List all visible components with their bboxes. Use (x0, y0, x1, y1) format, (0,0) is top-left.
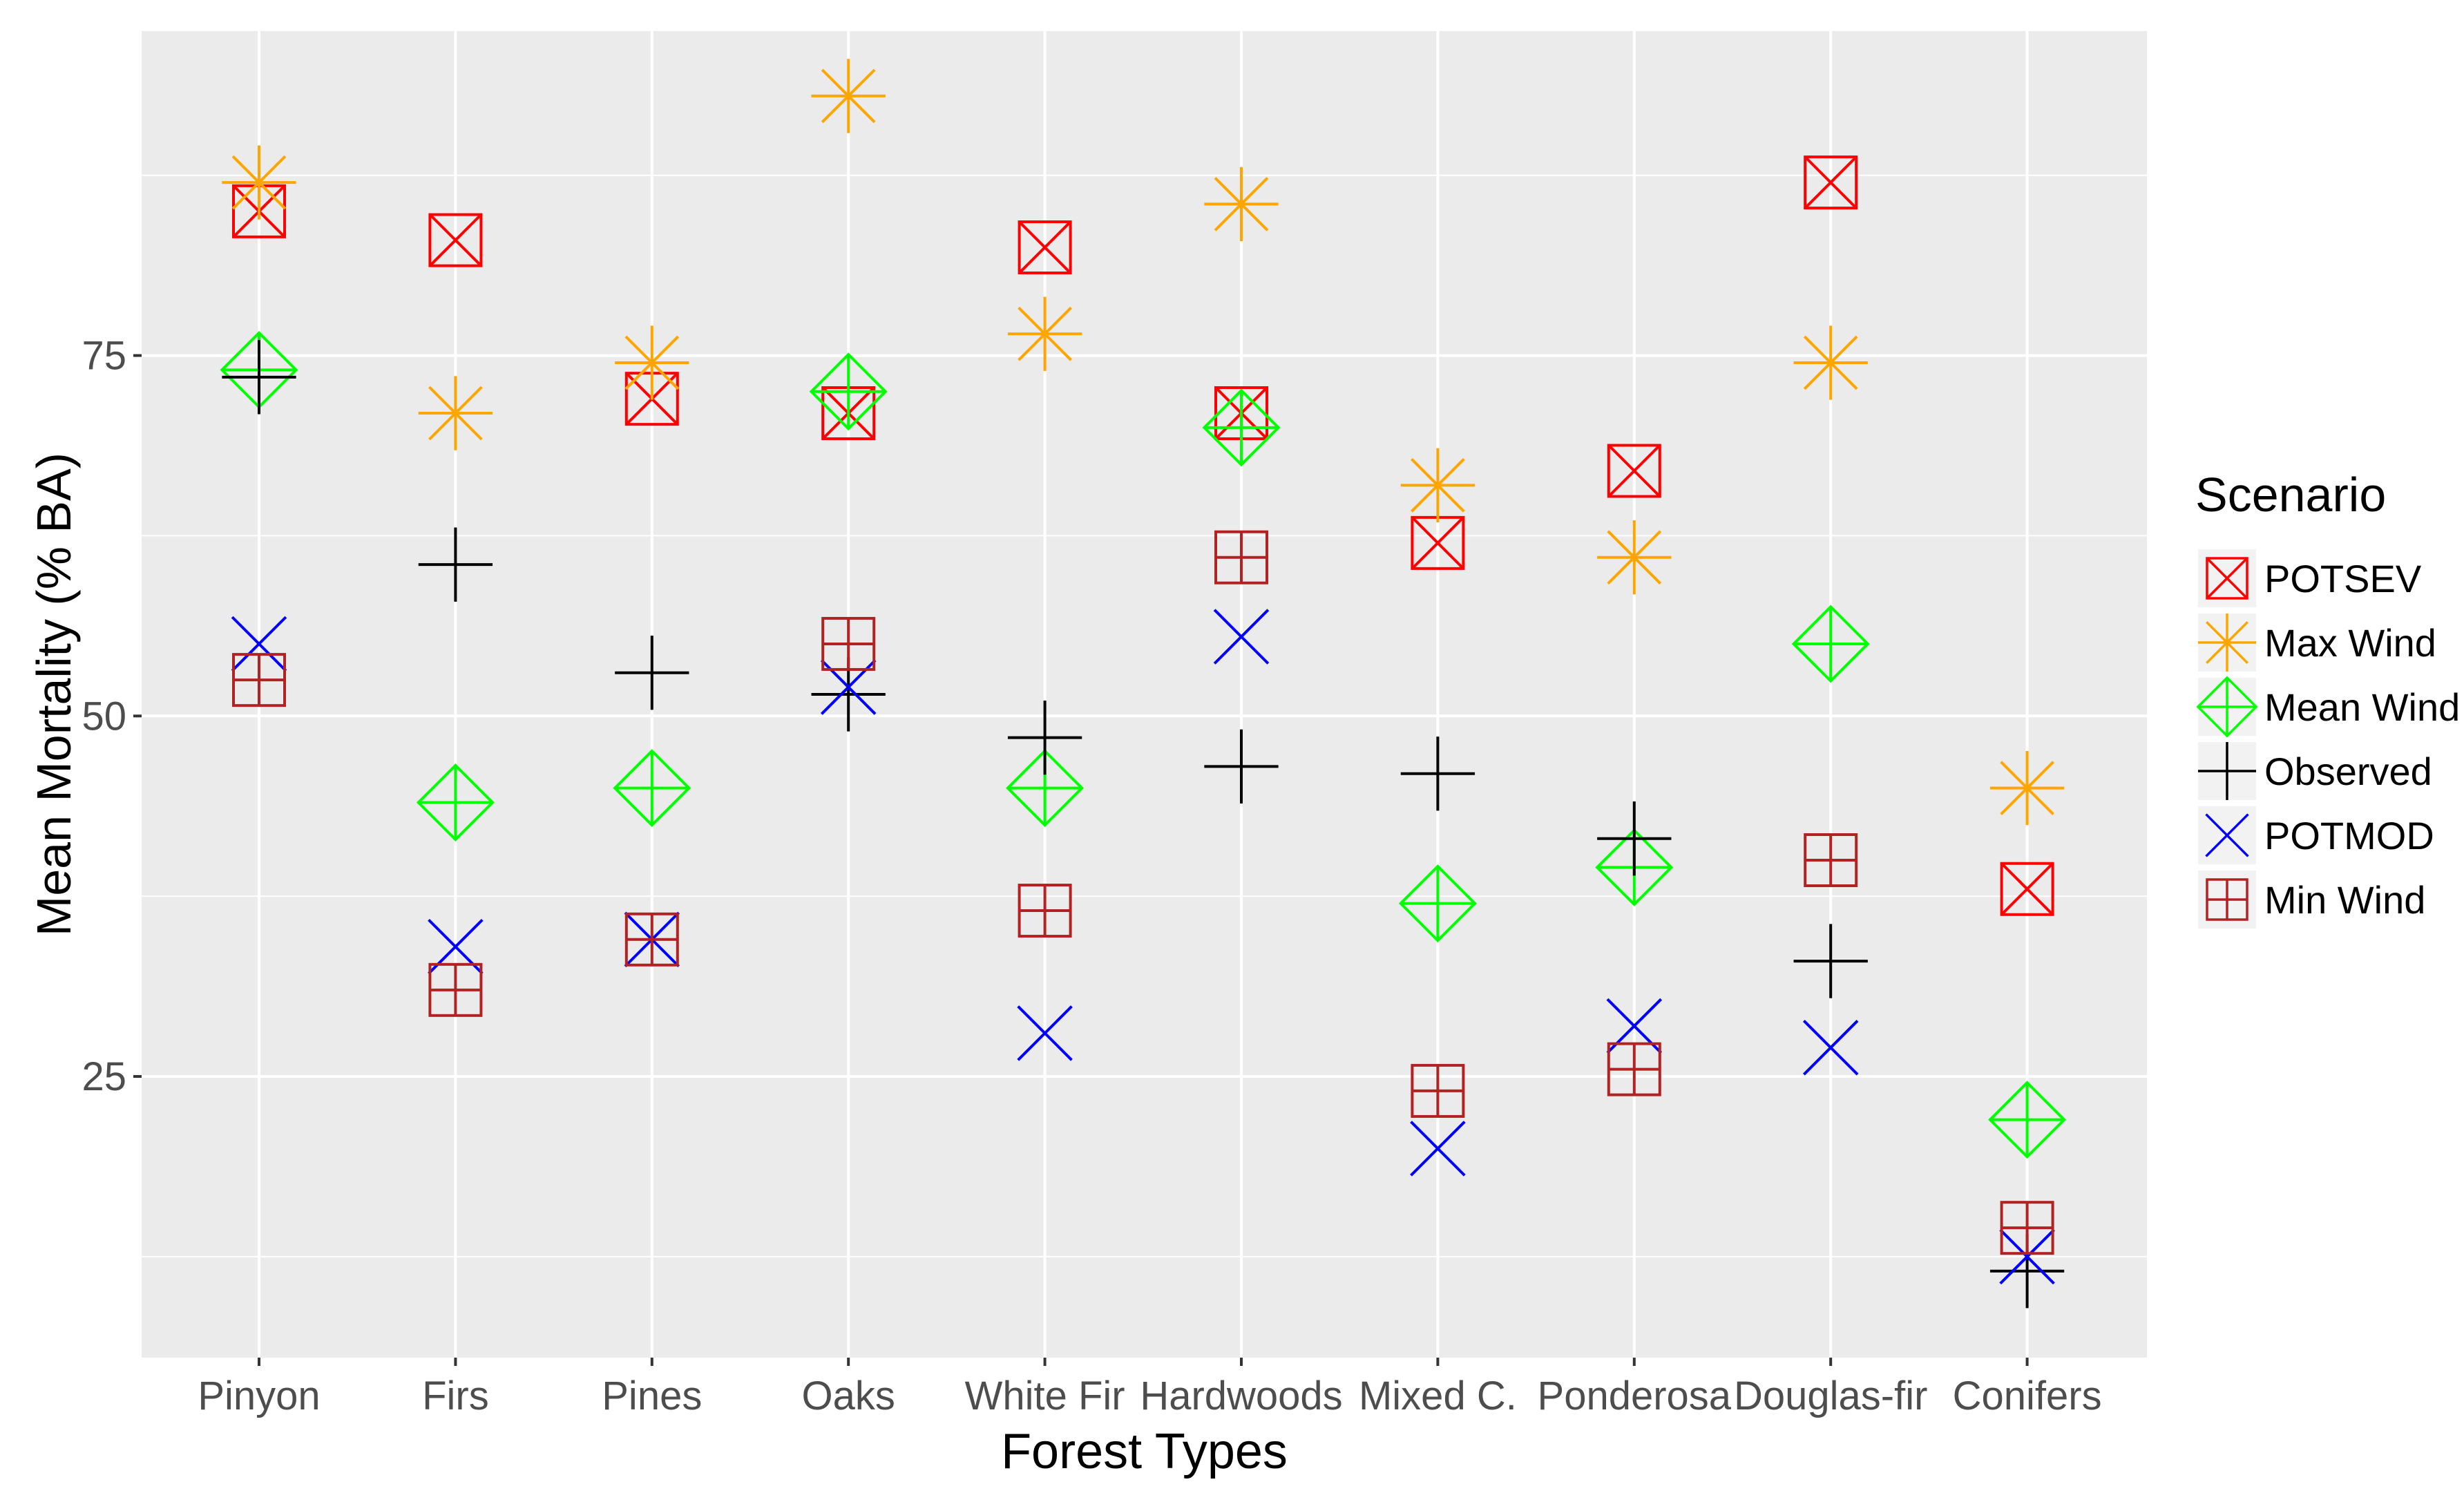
x-tick-label: Hardwoods (1140, 1374, 1342, 1418)
data-point (1793, 924, 1868, 998)
legend-item: Observed (2197, 741, 2432, 801)
x-tick-label: Douglas-fir (1734, 1374, 1927, 1418)
data-point (1988, 1081, 2067, 1159)
x-tick-label: Firs (422, 1374, 489, 1418)
legend-label: POTMOD (2264, 814, 2434, 857)
data-point (418, 527, 493, 602)
data-point (1007, 700, 1082, 775)
legend-item: Min Wind (2198, 871, 2425, 929)
x-tick-label: Oaks (802, 1374, 895, 1418)
data-point (1018, 884, 1072, 938)
data-point (1400, 448, 1475, 523)
x-tick-label: White Fir (965, 1374, 1125, 1418)
data-point (613, 749, 691, 828)
data-point (1597, 520, 1672, 595)
legend-item: Mean Wind (2196, 676, 2460, 738)
legend-label: Min Wind (2264, 878, 2425, 922)
legend-title: Scenario (2195, 468, 2386, 522)
data-point (1204, 167, 1279, 242)
data-point (1804, 833, 1858, 887)
data-point (1214, 530, 1268, 585)
series-max-wind (222, 59, 2065, 826)
legend-label: POTSEV (2264, 557, 2422, 600)
data-point (232, 653, 286, 707)
data-point (1213, 609, 1270, 665)
data-point (811, 59, 886, 133)
data-point (615, 325, 689, 400)
data-point (1607, 444, 1661, 498)
legend-label: Max Wind (2264, 621, 2436, 665)
plot-panel (142, 31, 2147, 1358)
data-point (222, 340, 296, 415)
data-point (1017, 1005, 1073, 1061)
data-point (1007, 296, 1082, 371)
data-point (2000, 862, 2054, 916)
data-point (1400, 737, 1475, 811)
data-point (615, 636, 689, 710)
legend-item: POTMOD (2198, 806, 2434, 864)
data-point (1791, 605, 1870, 683)
data-point (1398, 864, 1477, 943)
data-point (1999, 1228, 2055, 1285)
data-point (1804, 155, 1858, 210)
data-point (222, 145, 296, 220)
legend: Scenario POTSEV Max Wind Mean Wind Observed P… (2195, 468, 2460, 929)
legend-label: Mean Wind (2264, 685, 2460, 729)
data-point (418, 376, 493, 450)
data-point (1411, 1063, 1465, 1118)
data-point (1989, 751, 2065, 826)
data-point (2000, 1201, 2054, 1255)
data-point (1204, 729, 1279, 804)
y-axis-title: Mean Mortality (% BA) (27, 453, 81, 936)
legend-item: POTSEV (2198, 549, 2422, 607)
series-mean-wind (220, 330, 2067, 1159)
data-point (624, 912, 679, 967)
data-point (428, 213, 483, 267)
data-point (1607, 1042, 1661, 1096)
y-tick-label: 75 (82, 334, 126, 379)
data-point (1793, 325, 1868, 400)
data-point (1597, 801, 1672, 876)
data-point (1802, 1020, 1859, 1076)
y-tick-label: 25 (82, 1054, 126, 1099)
series-min-wind (232, 530, 2054, 1255)
x-tick-label: Pines (602, 1374, 702, 1418)
data-point (428, 962, 483, 1017)
data-point (416, 763, 495, 842)
data-point (809, 352, 888, 431)
legend-item: Max Wind (2197, 613, 2436, 672)
data-point (231, 616, 287, 672)
x-tick-label: Mixed C. (1359, 1374, 1517, 1418)
x-axis-title: Forest Types (1001, 1424, 1288, 1479)
x-tick-label: Ponderosa (1538, 1374, 1732, 1418)
x-tick-label: Conifers (1953, 1374, 2102, 1418)
y-tick-label: 50 (82, 694, 126, 739)
x-tick-label: Pinyon (198, 1374, 320, 1418)
data-point (1202, 388, 1281, 467)
data-point (821, 616, 876, 671)
data-point (1018, 220, 1072, 275)
data-point (1410, 1121, 1466, 1177)
series-observed (222, 340, 2065, 1309)
legend-label: Observed (2264, 750, 2432, 793)
